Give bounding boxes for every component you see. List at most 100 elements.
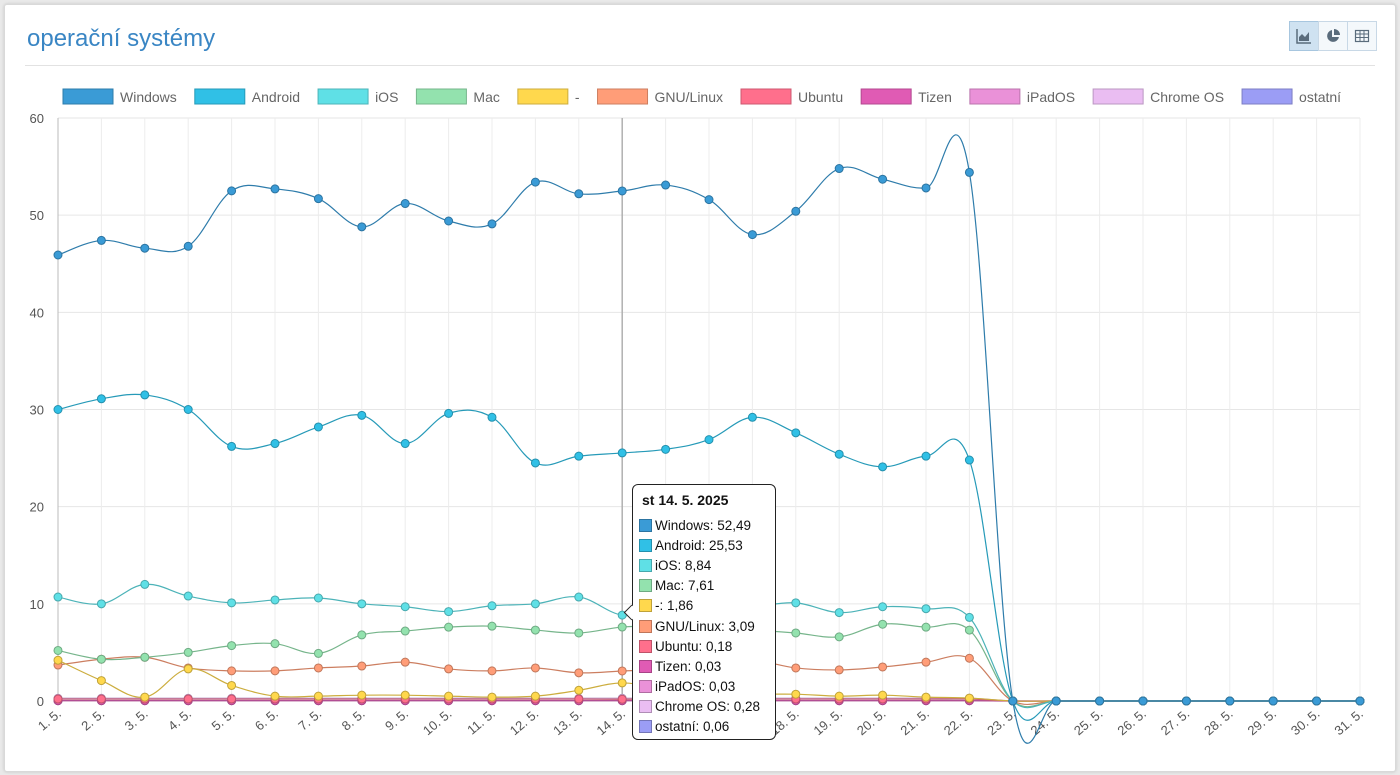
data-point[interactable] [574, 592, 584, 602]
data-point[interactable] [400, 626, 410, 636]
data-point[interactable] [921, 692, 931, 702]
data-point[interactable] [400, 439, 410, 449]
data-point[interactable] [661, 444, 671, 454]
data-point[interactable] [617, 186, 627, 196]
data-point[interactable] [400, 690, 410, 700]
data-point[interactable] [313, 648, 323, 658]
data-point[interactable] [140, 692, 150, 702]
data-point[interactable] [487, 601, 497, 611]
data-point[interactable] [530, 599, 540, 609]
data-point[interactable] [140, 652, 150, 662]
data-point[interactable] [530, 177, 540, 187]
data-point[interactable] [227, 680, 237, 690]
data-point[interactable] [878, 174, 888, 184]
data-point[interactable] [183, 664, 193, 674]
data-point[interactable] [357, 661, 367, 671]
data-point[interactable] [357, 410, 367, 420]
data-point[interactable] [227, 666, 237, 676]
data-point[interactable] [834, 691, 844, 701]
legend-item[interactable]: Tizen [860, 88, 952, 105]
data-point[interactable] [313, 663, 323, 673]
data-point[interactable] [487, 692, 497, 702]
data-point[interactable] [227, 441, 237, 451]
data-point[interactable] [444, 216, 454, 226]
data-point[interactable] [227, 641, 237, 651]
data-point[interactable] [96, 394, 106, 404]
data-point[interactable] [530, 458, 540, 468]
data-point[interactable] [1181, 696, 1191, 706]
data-point[interactable] [444, 622, 454, 632]
data-point[interactable] [791, 628, 801, 638]
data-point[interactable] [270, 639, 280, 649]
data-point[interactable] [487, 666, 497, 676]
data-point[interactable] [878, 602, 888, 612]
data-point[interactable] [357, 630, 367, 640]
data-point[interactable] [878, 619, 888, 629]
data-point[interactable] [574, 189, 584, 199]
data-point[interactable] [704, 435, 714, 445]
data-point[interactable] [1138, 696, 1148, 706]
data-point[interactable] [1355, 696, 1365, 706]
table-button[interactable] [1347, 21, 1377, 51]
data-point[interactable] [96, 676, 106, 686]
data-point[interactable] [487, 219, 497, 229]
data-point[interactable] [313, 593, 323, 603]
data-point[interactable] [574, 694, 584, 704]
data-point[interactable] [53, 592, 63, 602]
data-point[interactable] [183, 647, 193, 657]
data-point[interactable] [791, 206, 801, 216]
data-point[interactable] [1312, 696, 1322, 706]
data-point[interactable] [444, 607, 454, 617]
data-point[interactable] [834, 449, 844, 459]
data-point[interactable] [227, 598, 237, 608]
legend-item[interactable]: iPadOS [969, 88, 1075, 105]
data-point[interactable] [140, 390, 150, 400]
area-chart-button[interactable] [1289, 21, 1319, 51]
data-point[interactable] [834, 164, 844, 174]
data-point[interactable] [183, 405, 193, 414]
data-point[interactable] [487, 412, 497, 422]
data-point[interactable] [964, 653, 974, 663]
data-point[interactable] [313, 194, 323, 204]
data-point[interactable] [617, 678, 627, 688]
legend-item[interactable]: Windows [62, 88, 177, 105]
data-point[interactable] [487, 621, 497, 631]
data-point[interactable] [834, 665, 844, 675]
pie-chart-button[interactable] [1318, 21, 1348, 51]
data-point[interactable] [878, 462, 888, 472]
data-point[interactable] [574, 668, 584, 678]
legend-item[interactable]: Android [194, 88, 300, 105]
data-point[interactable] [96, 235, 106, 245]
data-point[interactable] [834, 608, 844, 618]
data-point[interactable] [140, 243, 150, 253]
legend-item[interactable]: - [517, 88, 580, 105]
data-point[interactable] [357, 690, 367, 700]
data-point[interactable] [53, 405, 63, 414]
data-point[interactable] [357, 222, 367, 232]
data-point[interactable] [1225, 696, 1235, 706]
legend-item[interactable]: iOS [317, 88, 398, 105]
data-point[interactable] [270, 691, 280, 701]
data-point[interactable] [617, 448, 627, 458]
data-point[interactable] [270, 184, 280, 194]
data-point[interactable] [921, 657, 931, 667]
data-point[interactable] [270, 439, 280, 449]
data-point[interactable] [617, 622, 627, 632]
legend-item[interactable]: Mac [415, 88, 500, 105]
data-point[interactable] [791, 689, 801, 699]
legend-item[interactable]: Ubuntu [740, 88, 843, 105]
data-point[interactable] [964, 167, 974, 177]
legend-item[interactable]: GNU/Linux [597, 88, 723, 105]
data-point[interactable] [400, 602, 410, 612]
data-point[interactable] [96, 694, 106, 704]
data-point[interactable] [1051, 696, 1061, 706]
data-point[interactable] [1268, 696, 1278, 706]
data-point[interactable] [313, 691, 323, 701]
data-point[interactable] [617, 666, 627, 676]
data-point[interactable] [183, 591, 193, 601]
data-point[interactable] [921, 183, 931, 193]
data-point[interactable] [834, 632, 844, 642]
data-point[interactable] [878, 662, 888, 672]
data-point[interactable] [1008, 696, 1018, 706]
data-point[interactable] [53, 250, 63, 260]
